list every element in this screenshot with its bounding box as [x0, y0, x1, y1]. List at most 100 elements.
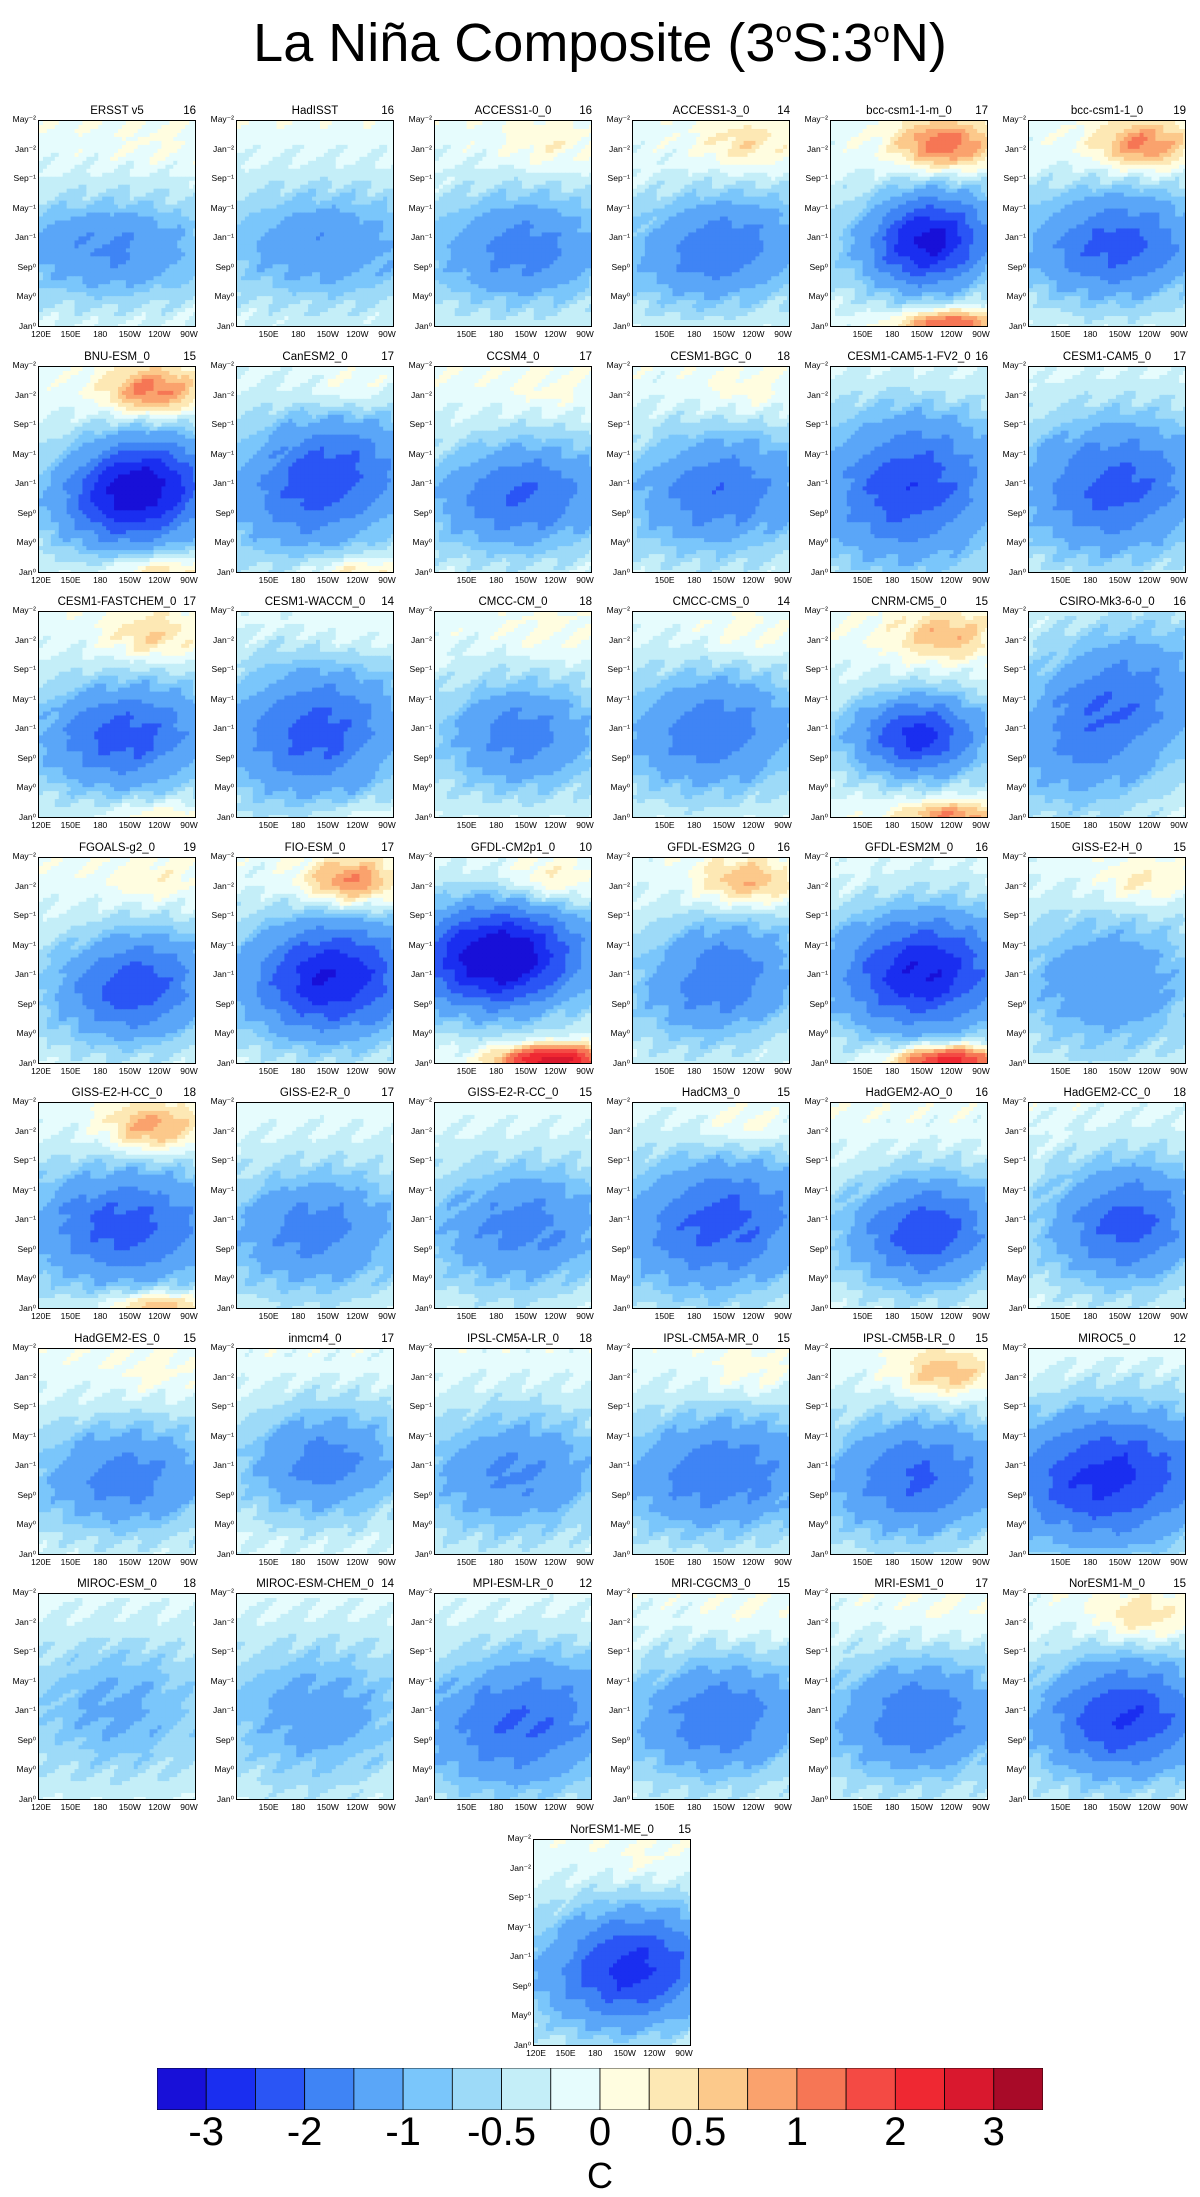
y-tick-label: Sep⁰: [398, 1244, 432, 1255]
colorbar-tick-label: 0.5: [658, 2110, 738, 2155]
heatmap-svg: [39, 121, 196, 327]
x-tick-label: 120W: [144, 1311, 174, 1321]
heatmap-field: [632, 366, 790, 573]
y-tick-label: Sep⁻¹: [794, 1155, 828, 1166]
y-tick-label: May⁰: [398, 1273, 432, 1284]
x-tick-label: 150E: [1046, 1311, 1076, 1321]
y-tick-label: Jan⁻¹: [200, 1460, 234, 1471]
y-tick-label: Jan⁻¹: [794, 723, 828, 734]
y-tick-label: Sep⁰: [398, 1490, 432, 1501]
x-tick-label: 150E: [254, 820, 284, 830]
y-tick-label: May⁻²: [398, 114, 432, 125]
y-tick-label: May⁰: [794, 1273, 828, 1284]
y-tick-label: Sep⁻¹: [398, 1155, 432, 1166]
y-tick-label: Sep⁻¹: [794, 173, 828, 184]
colorbar-unit: C: [570, 2155, 630, 2197]
x-tick-label: 150W: [709, 1311, 739, 1321]
heatmap-svg: [831, 612, 988, 818]
x-tick-label: 150W: [313, 575, 343, 585]
x-tick-label: 150E: [848, 1802, 878, 1812]
y-tick-label: Sep⁰: [596, 508, 630, 519]
y-tick-label: Jan⁻¹: [200, 1705, 234, 1716]
y-tick-label: Sep⁻¹: [200, 1646, 234, 1657]
y-tick-label: Jan⁰: [794, 1303, 828, 1314]
y-tick-label: Jan⁰: [398, 1303, 432, 1314]
y-tick-label: May⁻²: [794, 1587, 828, 1598]
y-tick-label: May⁻²: [200, 114, 234, 125]
y-tick-label: Sep⁰: [992, 753, 1026, 764]
y-tick-label: Jan⁻²: [398, 635, 432, 646]
y-tick-label: Jan⁻¹: [596, 478, 630, 489]
y-tick-label: Sep⁰: [2, 262, 36, 273]
heatmap-field: [236, 1102, 394, 1309]
colorbar-segment: [994, 2068, 1043, 2110]
y-tick-label: May⁻¹: [992, 940, 1026, 951]
y-tick-label: Jan⁰: [596, 321, 630, 332]
x-tick-label: 120W: [144, 1557, 174, 1567]
y-tick-label: May⁰: [992, 1273, 1026, 1284]
heatmap-svg: [1029, 367, 1186, 573]
y-tick-label: May⁰: [992, 782, 1026, 793]
y-tick-label: Jan⁰: [200, 1794, 234, 1805]
x-tick-label: 150E: [848, 1311, 878, 1321]
x-tick-label: 150W: [709, 820, 739, 830]
y-tick-label: May⁰: [794, 1764, 828, 1775]
y-tick-label: Sep⁰: [398, 999, 432, 1010]
y-tick-label: Jan⁻²: [2, 881, 36, 892]
y-tick-label: May⁰: [596, 1273, 630, 1284]
y-tick-label: Jan⁻²: [200, 635, 234, 646]
x-tick-label: 120W: [540, 1802, 570, 1812]
y-tick-label: May⁻²: [200, 1096, 234, 1107]
y-tick-label: May⁰: [2, 1519, 36, 1530]
panel-title: FGOALS-g2_0: [38, 842, 196, 854]
colorbar-segment: [649, 2068, 698, 2110]
x-tick-label: 150E: [650, 1802, 680, 1812]
y-tick-label: Jan⁻¹: [596, 1705, 630, 1716]
colorbar: [157, 2068, 1043, 2110]
y-tick-label: Jan⁻¹: [794, 1214, 828, 1225]
x-tick-label: 150E: [254, 1311, 284, 1321]
y-tick-label: May⁻²: [497, 1833, 531, 1844]
x-tick-label: 120W: [738, 1066, 768, 1076]
x-tick-label: 150E: [56, 820, 86, 830]
colorbar-segment: [354, 2068, 403, 2110]
x-tick-label: 150E: [848, 1066, 878, 1076]
y-tick-label: Jan⁻¹: [2, 232, 36, 243]
x-tick-label: 180: [679, 329, 709, 339]
x-tick-label: 180: [85, 329, 115, 339]
y-tick-label: Jan⁻²: [992, 1126, 1026, 1137]
colorbar-tick-label: 1: [757, 2110, 837, 2155]
y-tick-label: Jan⁻¹: [200, 232, 234, 243]
x-tick-label: 150W: [115, 1311, 145, 1321]
x-tick-label: 180: [1075, 329, 1105, 339]
x-tick-label: 120E: [521, 2048, 551, 2058]
panel-title: GISS-E2-R_0: [236, 1087, 394, 1099]
y-tick-label: Jan⁻¹: [992, 1705, 1026, 1716]
x-tick-label: 90W: [1164, 820, 1194, 830]
y-tick-label: Sep⁰: [992, 262, 1026, 273]
y-tick-label: May⁰: [200, 1519, 234, 1530]
panel-count: 16: [975, 842, 988, 854]
y-tick-label: Jan⁻²: [596, 1126, 630, 1137]
x-tick-label: 150E: [1046, 1802, 1076, 1812]
y-tick-label: Jan⁻²: [992, 635, 1026, 646]
panel-title: ACCESS1-0_0: [434, 105, 592, 117]
x-tick-label: 120W: [738, 1557, 768, 1567]
heatmap-svg: [831, 121, 988, 327]
x-tick-label: 90W: [1164, 1802, 1194, 1812]
y-tick-label: Jan⁻²: [398, 881, 432, 892]
y-tick-label: May⁰: [596, 782, 630, 793]
y-tick-label: Sep⁻¹: [794, 910, 828, 921]
panel-count: 17: [975, 105, 988, 117]
y-tick-label: Jan⁻¹: [2, 1460, 36, 1471]
panel-title: IPSL-CM5A-MR_0: [632, 1333, 790, 1345]
y-tick-label: Sep⁻¹: [596, 664, 630, 675]
y-tick-label: Sep⁰: [2, 753, 36, 764]
y-tick-label: Sep⁰: [2, 508, 36, 519]
panel-count: 15: [183, 351, 196, 363]
x-tick-label: 90W: [1164, 1311, 1194, 1321]
